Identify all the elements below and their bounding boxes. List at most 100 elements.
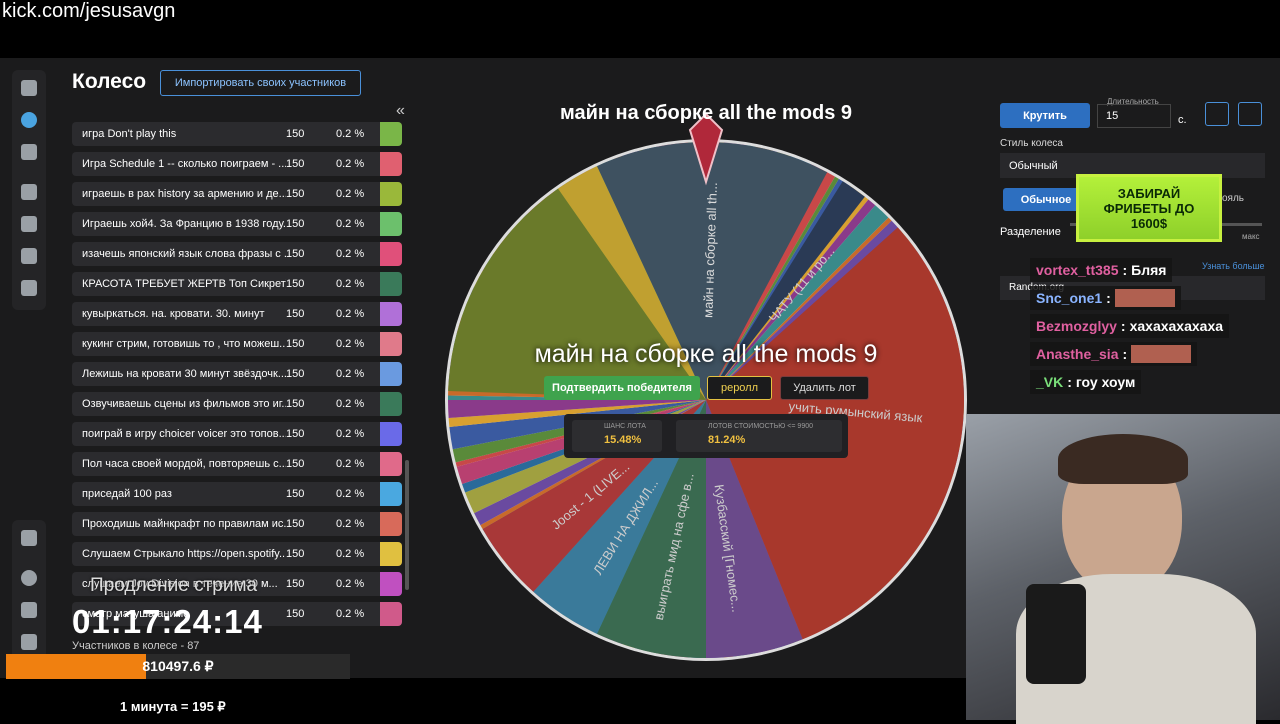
participant-action[interactable]	[380, 512, 402, 536]
participant-action[interactable]	[380, 152, 402, 176]
duration-input[interactable]: 15	[1097, 104, 1171, 128]
stats-panel: ШАНС ЛОТА 15.48% ЛОТОВ СТОИМОСТЬЮ <= 990…	[564, 414, 848, 458]
icon[interactable]	[21, 184, 37, 200]
participant-name: Слушаем Стрыкало https://open.spotify...…	[82, 548, 286, 560]
participant-action[interactable]	[380, 242, 402, 266]
participant-share: 0.2 %	[336, 548, 365, 560]
participant-share: 0.2 %	[336, 188, 365, 200]
seconds: с.	[1178, 114, 1187, 126]
scrollbar	[405, 460, 409, 590]
icon[interactable]	[21, 216, 37, 232]
icon[interactable]	[21, 634, 37, 650]
confirm-button[interactable]: Подтвердить победителя	[544, 376, 700, 400]
split-max: макс	[1242, 232, 1260, 241]
participant-name: Лежишь на кровати 30 минут звёздочк...	[82, 368, 286, 380]
ad-banner[interactable]: ЗАБИРАЙ ФРИБЕТЫ ДО 1600$	[1076, 174, 1222, 242]
participant-share: 0.2 %	[336, 458, 365, 470]
chat-message: Bezmozglyy: хахахахахаха	[1030, 314, 1230, 338]
icon[interactable]	[21, 602, 37, 618]
participant-action[interactable]	[380, 332, 402, 356]
duration-label: Длительность	[1107, 97, 1159, 106]
dice-button[interactable]	[1205, 102, 1229, 126]
learn-more[interactable]: Узнать больше	[1202, 261, 1265, 271]
participant-action[interactable]	[380, 272, 402, 296]
participant-share: 0.2 %	[336, 368, 365, 380]
participant-action[interactable]	[380, 182, 402, 206]
participant-action[interactable]	[380, 602, 402, 626]
participant-name: кувыркаться. на. кровати. 30. минут	[82, 308, 265, 320]
participant-amount: 150	[286, 218, 305, 230]
participant-row: КРАСОТА ТРЕБУЕТ ЖЕРТВ Топ Сикрет] ... 150…	[72, 272, 402, 296]
participant-action[interactable]	[380, 122, 402, 146]
participant-row: Играешь хой4. За Францию в 1938 году... 1…	[72, 212, 402, 236]
participant-row: Слушаем Стрыкало https://open.spotify...…	[72, 542, 402, 566]
participant-amount: 150	[286, 398, 305, 410]
participant-name: игра Don't play this	[82, 128, 177, 140]
participant-share: 0.2 %	[336, 578, 365, 590]
icon[interactable]	[21, 280, 37, 296]
participant-action[interactable]	[380, 452, 402, 476]
participant-share: 0.2 %	[336, 308, 365, 320]
wheel-segment	[448, 400, 706, 418]
page-title: Колесо	[72, 70, 147, 93]
participant-share: 0.2 %	[336, 128, 365, 140]
spin-button[interactable]: Крутить	[1000, 103, 1090, 128]
icon[interactable]	[21, 530, 37, 546]
wheel-segment	[706, 220, 901, 400]
style-label: Стиль колеса	[1000, 138, 1063, 149]
participant-amount: 150	[286, 578, 305, 590]
chat-text: Бляя	[1131, 262, 1167, 278]
participant-row: смотр матуша аниме 150 0.2 %	[72, 602, 402, 626]
wheel-title: майн на сборке all the mods 9	[559, 102, 853, 124]
participant-action[interactable]	[380, 392, 402, 416]
sidebar-bottom	[12, 520, 46, 660]
style-select[interactable]: Обычный	[1000, 153, 1265, 178]
import-button[interactable]: Импортировать своих участников	[160, 70, 361, 96]
reroll-button[interactable]: реролл	[707, 376, 772, 400]
webcam	[966, 414, 1280, 724]
participant-row: кувыркаться. на. кровати. 30. минут 150 0.…	[72, 302, 402, 326]
participant-action[interactable]	[380, 302, 402, 326]
music-button[interactable]	[1238, 102, 1262, 126]
mode-normal[interactable]: Обычное	[1003, 188, 1089, 211]
participant-action[interactable]	[380, 542, 402, 566]
chat-message: Snc_one1:	[1030, 286, 1181, 310]
chat-sep: :	[1122, 346, 1128, 362]
collapse-button[interactable]: «	[396, 102, 405, 119]
participant-name: слушаем Joy Division в течение 30 м...	[82, 578, 278, 590]
delete-button[interactable]: Удалить лот	[780, 376, 869, 400]
participant-row: поиграй в игру choicer voicer это топов.…	[72, 422, 402, 446]
participant-share: 0.2 %	[336, 488, 365, 500]
participant-name: поиграй в игру choicer voicer это топов.…	[82, 428, 286, 440]
wheel-segment	[558, 166, 706, 400]
participant-row: играешь в pax history за армению и де...…	[72, 182, 402, 206]
participant-name: Пол часа своей мордой, повторяешь с...	[82, 458, 286, 470]
wheel-segment	[706, 205, 889, 400]
participant-action[interactable]	[380, 362, 402, 386]
icon[interactable]	[21, 570, 37, 586]
participant-action[interactable]	[380, 572, 402, 596]
participants-count: Участников в колесе - 87	[72, 640, 200, 652]
chat-emote	[1114, 289, 1175, 307]
participant-action[interactable]	[380, 422, 402, 446]
icon[interactable]	[21, 80, 37, 96]
icon[interactable]	[21, 144, 37, 160]
chat-emote	[1131, 345, 1192, 363]
participant-amount: 150	[286, 548, 305, 560]
chat-sep: :	[1106, 290, 1111, 306]
icon[interactable]	[21, 112, 37, 128]
participant-action[interactable]	[380, 482, 402, 506]
participant-amount: 150	[286, 248, 305, 260]
participant-action[interactable]	[380, 212, 402, 236]
participant-name: кукинг стрим, готовишь то , что можеш...	[82, 338, 286, 350]
participant-amount: 150	[286, 128, 305, 140]
participant-amount: 150	[286, 518, 305, 530]
participant-name: смотр матуша аниме	[82, 608, 190, 620]
chat-sep: :	[1122, 262, 1128, 278]
timer: 01:17:24:14	[72, 603, 263, 640]
winner: майн на сборке all the mods 9	[534, 340, 878, 368]
participant-name: Игра Schedule 1 -- сколько поиграем - ..…	[82, 158, 286, 170]
mode-other[interactable]: ояль	[1222, 193, 1245, 204]
icon[interactable]	[21, 248, 37, 264]
